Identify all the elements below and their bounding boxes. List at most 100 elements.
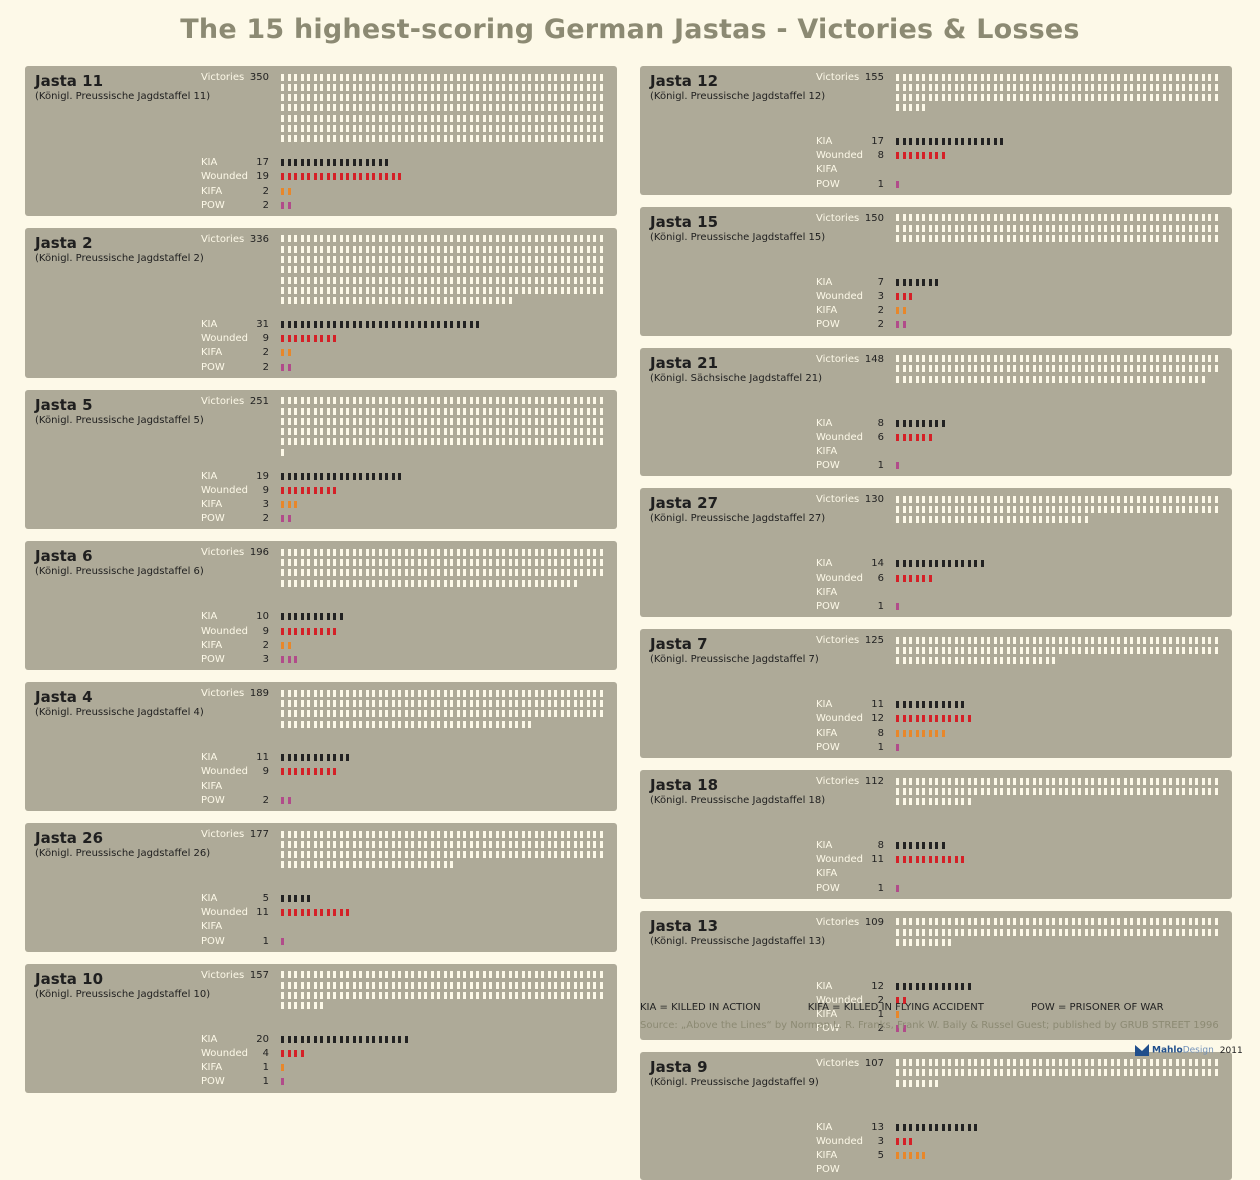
victories-tick bbox=[424, 407, 427, 415]
victories-tick bbox=[554, 266, 557, 274]
victories-tick bbox=[554, 94, 557, 102]
kia-tick bbox=[333, 159, 336, 167]
victories-tick bbox=[450, 125, 453, 132]
victories-tick bbox=[352, 699, 356, 707]
kia-tick bbox=[294, 159, 297, 167]
victories-tick bbox=[1065, 375, 1068, 383]
kia-tick bbox=[320, 472, 323, 480]
victories-tick bbox=[320, 135, 323, 143]
victories-tick bbox=[313, 1002, 317, 1010]
wounded-tick bbox=[307, 335, 310, 343]
victories-tick bbox=[528, 407, 531, 415]
victories-tick bbox=[909, 365, 912, 373]
victories-tick bbox=[515, 559, 518, 567]
victories-tick bbox=[547, 981, 551, 989]
victories-tick bbox=[573, 830, 577, 838]
victories-tick bbox=[599, 114, 603, 122]
victories-tick bbox=[560, 235, 564, 243]
victories-tick bbox=[554, 971, 557, 979]
kia-tick bbox=[437, 320, 440, 328]
victories-tick bbox=[935, 777, 938, 785]
victories-tick bbox=[456, 579, 460, 587]
victories-tick bbox=[326, 559, 330, 567]
victories-tick bbox=[902, 646, 906, 654]
victories-tick bbox=[424, 104, 427, 112]
victories-tick bbox=[346, 255, 349, 263]
victories-tick bbox=[378, 559, 382, 567]
victories-tick bbox=[391, 981, 395, 989]
victories-tick bbox=[1195, 1069, 1198, 1077]
kia-tick bbox=[359, 472, 362, 480]
victories-tick bbox=[1117, 1069, 1120, 1077]
victories-tick bbox=[515, 569, 518, 577]
victories-tick bbox=[1078, 224, 1081, 232]
pow-tick bbox=[896, 1025, 899, 1033]
wounded-tick bbox=[941, 856, 945, 864]
victories-tick bbox=[987, 646, 990, 654]
kia-tick bbox=[909, 842, 912, 849]
victories-tick bbox=[554, 830, 557, 838]
victories-tick bbox=[515, 438, 518, 446]
victories-tick bbox=[469, 710, 473, 718]
victories-tick bbox=[599, 559, 603, 567]
victories-tick bbox=[954, 657, 958, 665]
victories-tick bbox=[417, 569, 421, 577]
kifa-label: KIFA bbox=[816, 868, 838, 880]
victories-tick bbox=[476, 417, 479, 425]
victories-tick bbox=[443, 981, 447, 989]
victories-tick bbox=[502, 73, 505, 81]
victories-tick bbox=[1104, 495, 1107, 503]
mahlo-logo-icon bbox=[1135, 1044, 1149, 1056]
kia-label: KIA bbox=[816, 276, 833, 288]
victories-tick bbox=[463, 830, 466, 838]
victories-tick bbox=[521, 548, 525, 556]
victories-tick bbox=[993, 355, 997, 363]
victories-tick bbox=[599, 438, 603, 446]
victories-tick bbox=[1143, 214, 1146, 222]
victories-tick bbox=[528, 94, 531, 102]
victories-tick bbox=[993, 73, 997, 81]
victories-tick bbox=[294, 861, 297, 869]
victories-tick bbox=[372, 286, 375, 294]
victories-tick bbox=[928, 506, 932, 514]
victories-tick bbox=[469, 991, 473, 999]
victories-tick bbox=[476, 720, 479, 728]
kia-tick bbox=[300, 159, 304, 167]
victories-tick bbox=[450, 397, 453, 405]
victories-tick bbox=[915, 918, 919, 926]
victories-tick bbox=[521, 245, 525, 253]
victories-tick bbox=[1006, 506, 1010, 514]
kia-tick bbox=[281, 1035, 284, 1043]
victories-tick bbox=[534, 559, 538, 567]
victories-tick bbox=[482, 720, 486, 728]
victories-tick bbox=[463, 559, 466, 567]
kifa-tick bbox=[281, 1064, 284, 1072]
victories-tick bbox=[1110, 83, 1114, 91]
victories-tick bbox=[974, 636, 977, 644]
victories-tick bbox=[1188, 1069, 1192, 1077]
victories-tick bbox=[476, 579, 479, 587]
victories-tick bbox=[281, 397, 284, 405]
victories-tick bbox=[961, 365, 964, 373]
victories-tick bbox=[896, 224, 899, 232]
jasta-full-name: (Königl. Preussische Jagdstaffel 2) bbox=[35, 252, 204, 264]
victories-tick bbox=[1117, 375, 1120, 383]
kifa-value: 3 bbox=[262, 498, 269, 510]
victories-tick bbox=[508, 276, 512, 284]
victories-tick bbox=[469, 407, 473, 415]
victories-tick bbox=[567, 971, 570, 979]
victories-tick bbox=[547, 235, 551, 243]
victories-tick bbox=[1097, 94, 1101, 102]
victories-tick bbox=[495, 417, 499, 425]
victories-tick bbox=[385, 991, 388, 999]
victories-tick bbox=[385, 840, 388, 848]
victories-tick bbox=[922, 798, 925, 806]
victories-tick bbox=[1026, 224, 1029, 232]
jasta-name: Jasta 9 bbox=[650, 1057, 708, 1076]
victories-tick bbox=[954, 224, 958, 232]
victories-tick bbox=[1065, 73, 1068, 81]
wounded-tick bbox=[922, 856, 925, 864]
victories-tick bbox=[476, 114, 479, 122]
victories-tick bbox=[1117, 928, 1120, 936]
victories-tick bbox=[313, 83, 317, 91]
